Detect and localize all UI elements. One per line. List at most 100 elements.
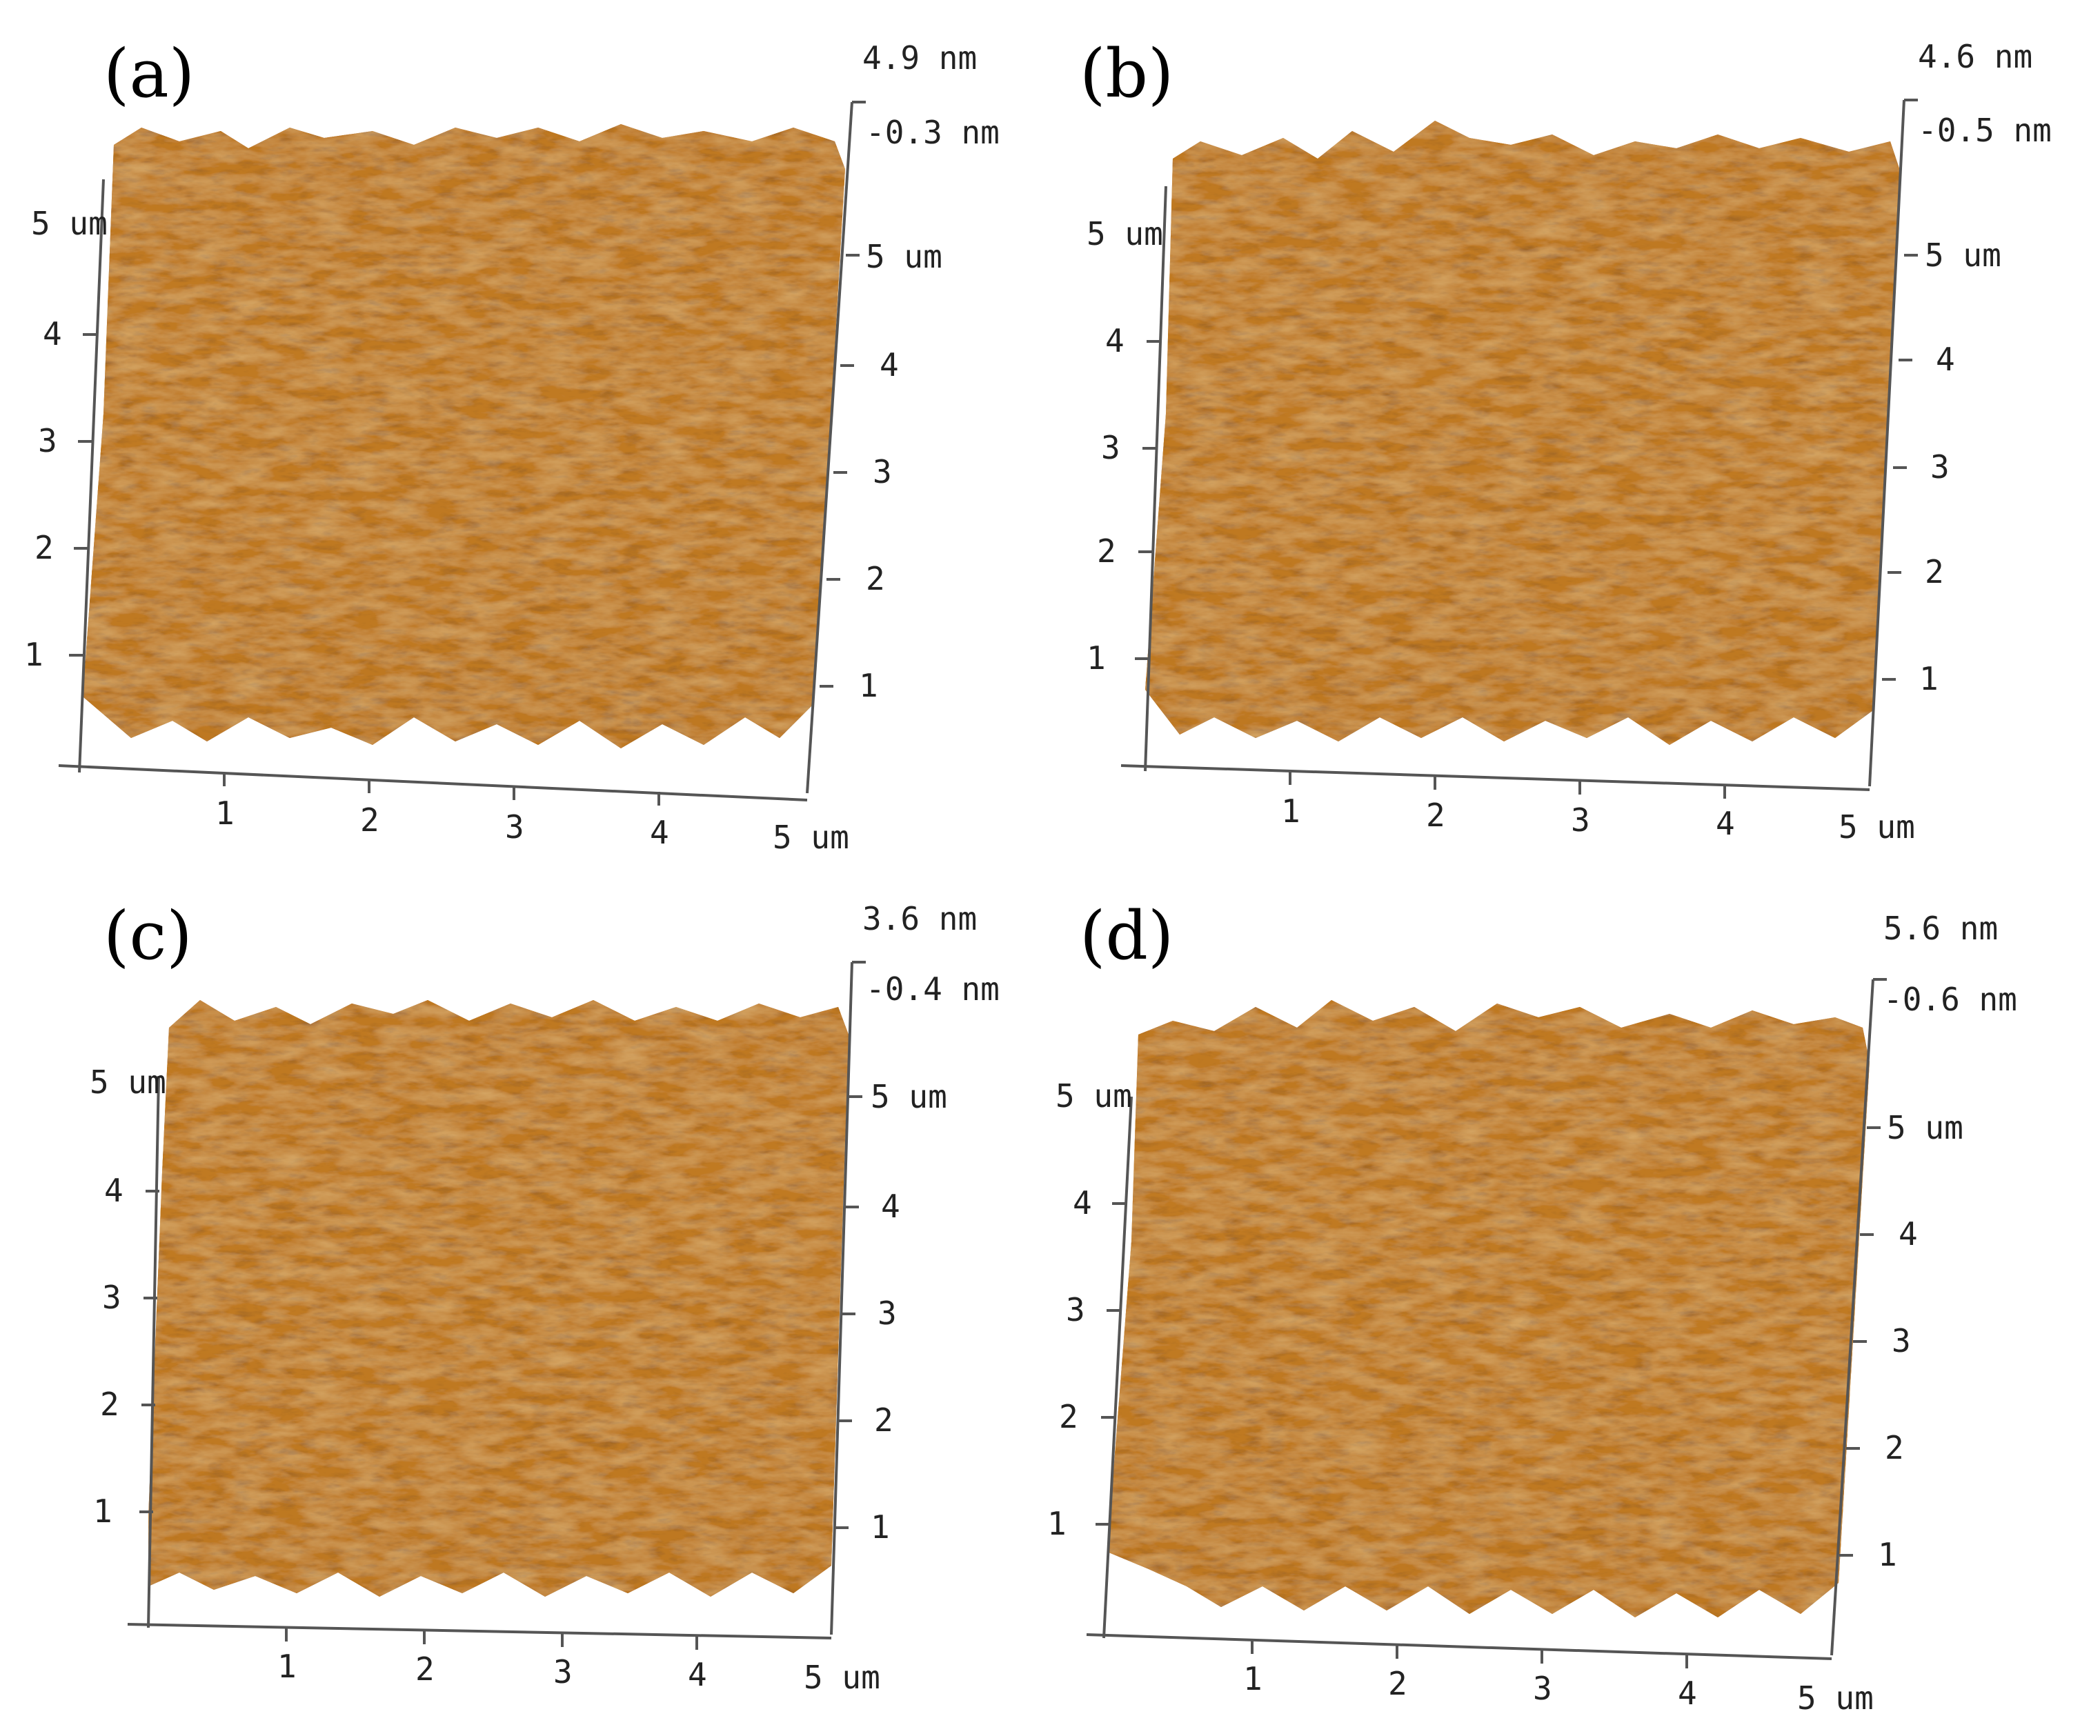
panel-d: (d) 5.6 nm -0.6 nm 1 2 3 4 5 um 1 [1047, 897, 2017, 1717]
afm-surface [148, 1000, 849, 1597]
afm-surface [1107, 1000, 1870, 1617]
surface-shadows [83, 124, 845, 748]
panel-c: (c) 3.6 nm -0.4 nm 1 2 3 4 5 um 1 [90, 897, 1000, 1696]
right-axis-top-label: 5 um [1887, 1109, 1963, 1146]
x-tick: 3 [1533, 1670, 1552, 1707]
right-tick: 4 [1899, 1215, 1918, 1253]
x-tick: 4 [1678, 1675, 1697, 1712]
right-axis-top-label: 5 um [1925, 237, 2001, 274]
x-axis [1086, 1633, 1832, 1660]
axes: 1 2 3 4 5 um 1 2 3 4 5 um 1 2 3 4 5 um [90, 961, 947, 1696]
x-tick: 1 [1281, 792, 1300, 830]
y-tick: 2 [1059, 1398, 1078, 1435]
x-tick: 3 [1571, 801, 1590, 839]
x-axis [127, 1623, 832, 1639]
z-axis-right [806, 101, 853, 794]
z-min-label: -0.4 nm [866, 970, 1000, 1008]
y-axis-left [147, 1075, 160, 1628]
y-tick: 1 [93, 1493, 112, 1530]
y-tick: 2 [100, 1386, 119, 1423]
surface-shadows [1145, 121, 1901, 745]
x-tick: 2 [1388, 1665, 1407, 1702]
panel-label: (a) [103, 35, 195, 112]
surface-shadows [148, 1000, 849, 1597]
x-tick: 2 [415, 1650, 435, 1688]
y-tick: 1 [1087, 639, 1106, 677]
right-tick: 1 [1919, 660, 1939, 697]
right-tick: 1 [1878, 1536, 1897, 1573]
y-tick: 4 [104, 1172, 123, 1209]
right-tick: 3 [873, 453, 892, 490]
right-tick: 4 [880, 346, 899, 383]
x-tick: 4 [1716, 805, 1735, 842]
y-tick: 2 [1097, 532, 1116, 570]
z-max-label: 4.6 nm [1918, 38, 2032, 75]
right-tick: 4 [881, 1188, 900, 1225]
right-tick: 2 [1925, 553, 1944, 590]
right-axis-top-label: 5 um [871, 1078, 947, 1115]
y-tick: 1 [24, 636, 43, 673]
x-tick: 4 [650, 814, 669, 851]
y-tick: 3 [102, 1279, 121, 1316]
panel-label: (d) [1080, 897, 1173, 975]
z-axis-right [1830, 979, 1874, 1656]
right-tick: 2 [1885, 1429, 1904, 1466]
right-tick: 2 [866, 560, 885, 597]
afm-surface [83, 124, 845, 748]
right-tick: 3 [1892, 1322, 1911, 1359]
right-tick: 1 [871, 1508, 890, 1546]
y-tick: 2 [34, 529, 54, 566]
axes: 1 2 3 4 5 um 1 2 3 4 5 um 1 2 3 4 5 um [1087, 99, 2001, 846]
z-max-label: 3.6 nm [862, 900, 977, 937]
right-tick: 3 [1930, 448, 1950, 486]
x-tick: 3 [505, 808, 524, 846]
z-axis-right [1868, 99, 1905, 787]
panel-label: (c) [103, 897, 192, 975]
y-axis-left [1102, 1096, 1133, 1639]
x-axis [1120, 764, 1870, 791]
surface-shadows [1107, 1000, 1870, 1617]
x-tick: 1 [1243, 1660, 1262, 1697]
y-axis-top-label: 5 um [90, 1064, 166, 1101]
x-axis-end-label: 5 um [773, 819, 849, 856]
z-min-label: -0.3 nm [866, 114, 1000, 151]
z-min-label: -0.5 nm [1918, 112, 2052, 149]
x-tick: 2 [360, 801, 379, 839]
y-tick: 4 [43, 315, 62, 352]
z-max-label: 5.6 nm [1883, 910, 1998, 947]
right-axis-top-label: 5 um [866, 238, 942, 275]
y-tick: 4 [1105, 322, 1125, 359]
x-tick: 4 [688, 1656, 707, 1693]
x-tick: 1 [277, 1648, 297, 1685]
y-tick: 4 [1073, 1184, 1092, 1221]
z-max-label: 4.9 nm [862, 39, 977, 77]
y-tick: 3 [1101, 429, 1120, 466]
x-tick: 2 [1426, 797, 1445, 834]
panel-label: (b) [1080, 35, 1173, 112]
panel-b: (b) 4.6 nm -0.5 nm 1 2 3 4 5 um 1 [1080, 35, 2052, 846]
y-axis-top-label: 5 um [31, 205, 108, 242]
y-axis-top-label: 5 um [1056, 1077, 1132, 1115]
right-tick: 3 [878, 1295, 897, 1332]
axes: 1 2 3 4 5 um 1 2 3 4 5 um 1 2 3 4 5 um [24, 101, 942, 856]
z-min-label: -0.6 nm [1883, 981, 2017, 1018]
x-axis-end-label: 5 um [804, 1659, 880, 1696]
right-tick: 4 [1936, 341, 1955, 378]
x-tick: 1 [215, 795, 235, 832]
z-axis-right [830, 961, 853, 1635]
y-tick: 3 [38, 422, 57, 459]
y-axis-top-label: 5 um [1087, 215, 1163, 252]
y-axis-left [78, 179, 105, 773]
x-axis-end-label: 5 um [1839, 808, 1915, 846]
afm-surface [1145, 121, 1901, 745]
y-tick: 1 [1047, 1505, 1067, 1542]
y-axis-left [1144, 186, 1167, 772]
x-axis-end-label: 5 um [1797, 1679, 1874, 1717]
right-tick: 1 [859, 667, 878, 704]
right-tick: 2 [874, 1401, 893, 1439]
x-tick: 3 [553, 1653, 573, 1690]
axes: 1 2 3 4 5 um 1 2 3 4 5 um 1 2 3 4 5 um [1047, 978, 1963, 1717]
y-tick: 3 [1066, 1291, 1085, 1328]
panel-a: (a) 4.9 nm -0.3 nm 1 2 3 4 5 um [24, 35, 1000, 856]
